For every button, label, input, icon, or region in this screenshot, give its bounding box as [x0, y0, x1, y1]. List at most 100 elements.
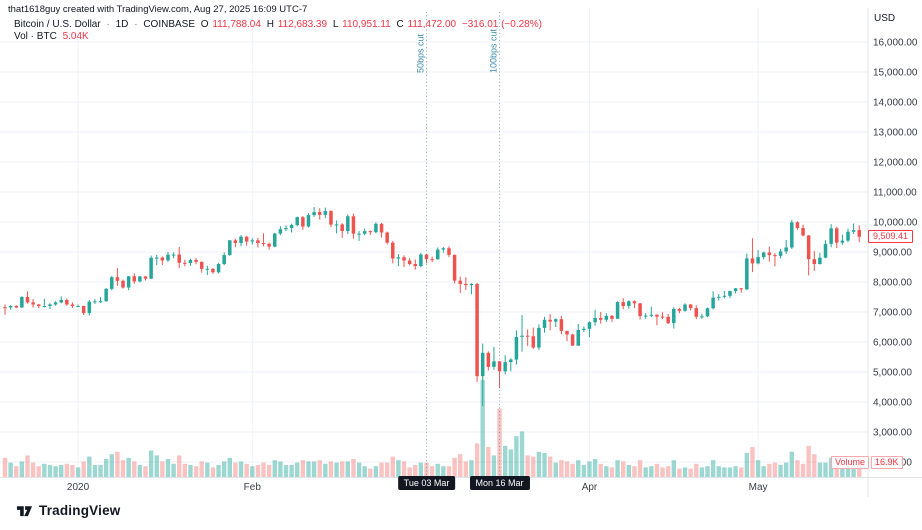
candle — [812, 259, 817, 264]
volume-tag-value: 16.9K — [871, 456, 903, 469]
candle — [374, 223, 378, 233]
volume-bar — [418, 462, 424, 477]
candle — [216, 264, 221, 273]
candle — [284, 228, 288, 230]
exchange-label: COINBASE — [143, 19, 195, 30]
candle — [587, 322, 592, 329]
volume-bar — [727, 467, 733, 477]
volume-bar — [345, 461, 351, 477]
open-value: 111,788.04 — [212, 19, 261, 30]
candle — [166, 254, 170, 261]
candle — [194, 259, 198, 262]
volume-bars — [2, 379, 862, 477]
volume-bar — [716, 466, 721, 477]
candle — [25, 297, 30, 303]
volume-bar — [778, 465, 783, 477]
rate-cut-annotations[interactable]: 50bps cut 100bps cut — [416, 12, 501, 477]
candle — [761, 252, 766, 258]
volume-bar — [559, 460, 564, 477]
volume-bar — [25, 455, 30, 477]
candle — [261, 243, 266, 244]
volume-bar — [160, 461, 165, 477]
volume-bar — [834, 461, 839, 477]
time-axis-label: Apr — [581, 482, 598, 493]
volume-bar — [351, 459, 356, 477]
volume-bar — [81, 461, 86, 477]
volume-bar — [30, 462, 36, 477]
candle — [171, 254, 176, 256]
candle — [492, 361, 496, 367]
candle — [59, 300, 63, 303]
candle — [14, 306, 18, 308]
candle — [222, 255, 226, 264]
volume-bar — [261, 462, 266, 477]
candle — [649, 314, 654, 316]
volume-bar — [570, 463, 575, 477]
candle — [53, 302, 58, 305]
volume-bar — [441, 466, 446, 477]
candle — [722, 295, 727, 297]
volume-bar — [553, 462, 558, 477]
price-tick-label: 9,000.00 — [873, 248, 912, 259]
candle — [396, 257, 401, 259]
candle — [402, 257, 406, 261]
tradingview-logo[interactable]: TradingView — [16, 502, 120, 519]
volume-bar — [491, 455, 497, 477]
volume-bar — [525, 455, 530, 477]
candle — [104, 288, 108, 302]
volume-bar — [379, 462, 384, 477]
candle — [525, 335, 530, 337]
volume-bar — [564, 461, 570, 477]
candle — [76, 306, 80, 307]
volume-bar — [323, 463, 328, 477]
candle — [244, 236, 249, 242]
volume-bar — [845, 466, 851, 477]
volume-bar — [750, 447, 755, 477]
candle — [228, 240, 232, 255]
candle — [677, 309, 682, 311]
price-tick-label: 8,000.00 — [873, 278, 912, 289]
volume-bar — [8, 462, 13, 477]
candle — [289, 225, 294, 228]
candle — [312, 212, 316, 216]
symbol-header[interactable]: Bitcoin / U.S. Dollar · 1D · COINBASE O … — [14, 19, 545, 30]
volume-bar — [654, 463, 660, 477]
volume-bar — [817, 462, 823, 477]
volume-bar — [626, 465, 632, 477]
volume-bar — [519, 431, 525, 477]
candle — [778, 251, 783, 256]
candle — [694, 308, 699, 317]
time-gridlines — [77, 8, 759, 477]
candle — [48, 304, 52, 306]
volume-bar — [53, 466, 58, 477]
separator-dot: · — [106, 19, 110, 30]
volume-bar — [199, 461, 204, 477]
candle — [188, 259, 193, 264]
time-axis-label: Feb — [243, 482, 261, 493]
candle — [520, 335, 524, 337]
price-axis[interactable]: 16,000.00 15,000.00 14,000.00 13,000.00 12,0… — [873, 38, 918, 469]
tradingview-logo-icon — [16, 506, 33, 517]
volume-header[interactable]: Vol · BTC 5.04K — [14, 31, 92, 42]
volume-bar — [604, 466, 609, 477]
volume-bar — [649, 466, 654, 477]
volume-bar — [800, 463, 806, 477]
candles — [3, 207, 861, 407]
volume-bar — [373, 466, 379, 477]
volume-bar — [480, 379, 485, 477]
candle — [20, 297, 24, 308]
interval-label: 1D — [115, 19, 129, 30]
volume-bar — [660, 467, 665, 477]
candle — [87, 301, 92, 314]
candle — [441, 248, 446, 250]
candle — [598, 318, 603, 320]
candle — [705, 308, 710, 317]
volume-bar — [429, 466, 435, 477]
candle — [835, 228, 839, 243]
candle — [239, 236, 243, 243]
candle — [818, 257, 822, 264]
candle — [391, 242, 395, 259]
candle — [632, 301, 637, 304]
